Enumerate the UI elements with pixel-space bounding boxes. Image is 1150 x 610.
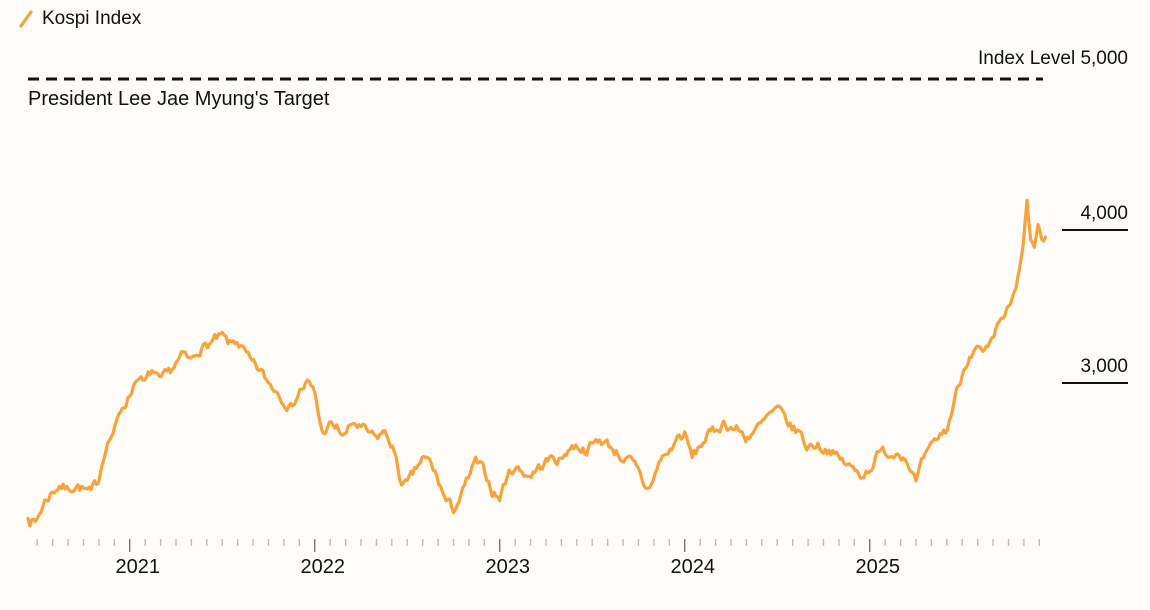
kospi-line-series <box>26 198 1048 528</box>
legend-label: Kospi Index <box>42 8 142 29</box>
y-axis-label-4000: 4,000 <box>1062 203 1128 231</box>
index-level-label: Index Level 5,000 <box>977 48 1128 69</box>
slash-icon <box>19 10 33 28</box>
x-axis-year-label: 2024 <box>670 556 716 578</box>
x-axis-ticks <box>36 539 1041 552</box>
x-axis-year-label: 2022 <box>300 556 346 578</box>
y-axis-label-3000-text: 3,000 <box>1080 356 1128 377</box>
y-axis-tick-3000 <box>1062 382 1128 384</box>
y-axis-tick-4000 <box>1062 229 1128 231</box>
x-axis-year-label: 2021 <box>115 556 161 578</box>
x-axis-year-label: 2025 <box>855 556 901 578</box>
y-axis-label-4000-text: 4,000 <box>1080 203 1128 224</box>
target-annotation-label: President Lee Jae Myung's Target <box>28 88 330 110</box>
x-axis-year-label: 2023 <box>485 556 531 578</box>
y-axis-label-3000: 3,000 <box>1062 356 1128 384</box>
legend: Kospi Index <box>18 6 141 32</box>
